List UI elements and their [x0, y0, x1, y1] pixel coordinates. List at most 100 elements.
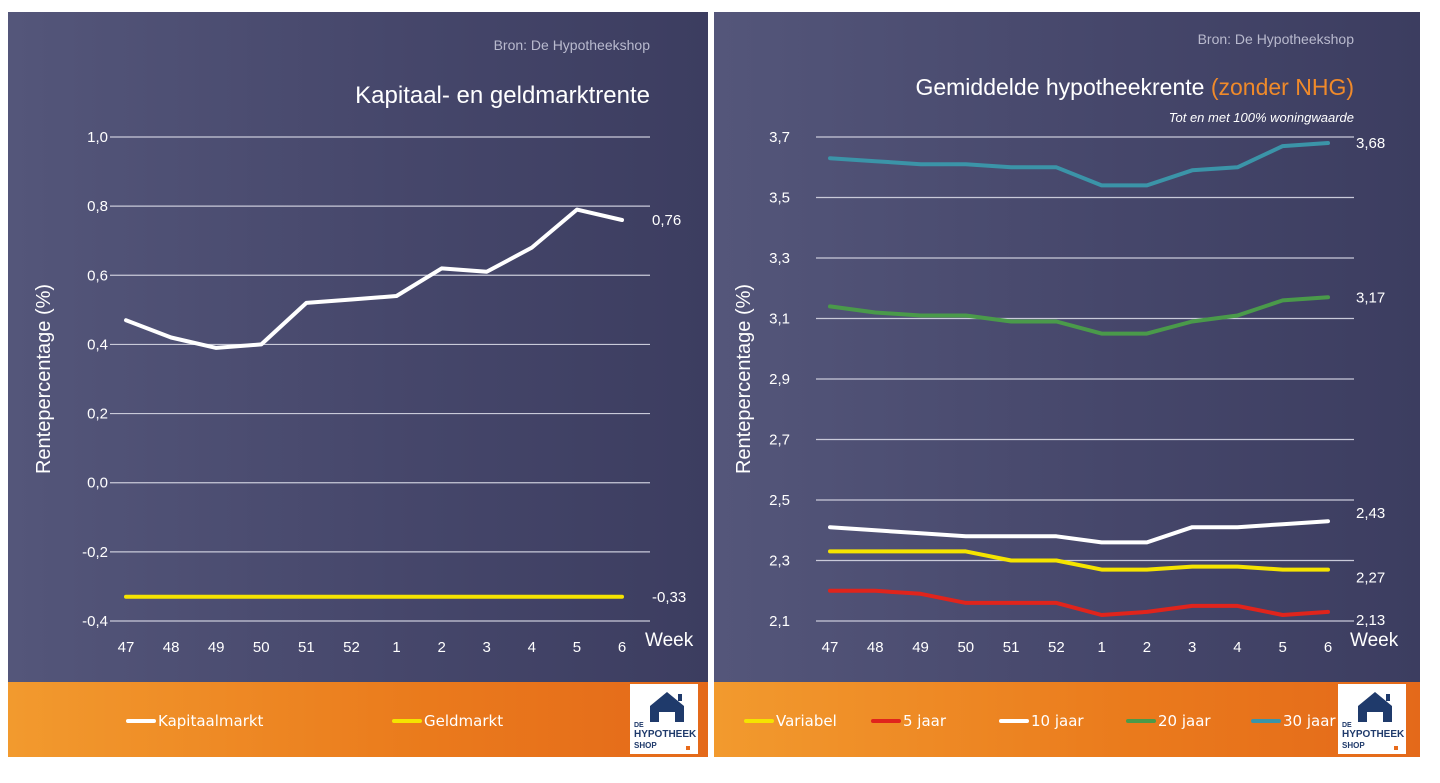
- y-tick-label: 3,7: [769, 129, 790, 146]
- y-tick-label: 3,1: [769, 311, 790, 328]
- y-tick-label: 0,0: [87, 475, 108, 492]
- x-tick-label: 47: [822, 639, 839, 656]
- legend-label: 5 jaar: [903, 712, 947, 730]
- x-axis-label: Week: [645, 630, 694, 651]
- legend-band: [714, 682, 1420, 757]
- x-axis-label: Week: [1350, 630, 1399, 651]
- logo-text-shop: SHOP: [1342, 741, 1365, 750]
- series-line-30-jaar: [828, 141, 1330, 188]
- x-tick-label: 48: [867, 639, 884, 656]
- source-label: Bron: De Hypotheekshop: [1198, 31, 1355, 47]
- y-tick-label: -0,4: [82, 613, 108, 630]
- logo-text-shop: SHOP: [634, 741, 657, 750]
- y-axis-label: Rentepercentage (%): [33, 284, 55, 474]
- y-tick-label: 2,9: [769, 371, 790, 388]
- legend-swatch: [871, 719, 901, 723]
- legend-swatch: [126, 719, 156, 723]
- legend-item-20-jaar: 20 jaar: [1126, 712, 1251, 730]
- chart-title: Kapitaal- en geldmarktrente: [355, 82, 650, 109]
- chart-subtitle: Tot en met 100% woningwaarde: [1169, 110, 1354, 125]
- x-tick-label: 51: [298, 639, 315, 656]
- mortgage-rate-chart: Bron: De Hypotheekshop Gemiddelde hypoth…: [733, 31, 1399, 656]
- x-tick-label: 3: [483, 639, 491, 656]
- source-label: Bron: De Hypotheekshop: [494, 37, 651, 53]
- legend-swatch: [744, 719, 774, 723]
- x-tick-label: 47: [118, 639, 135, 656]
- hypotheekshop-logo: DE HYPOTHEEK SHOP: [630, 684, 698, 754]
- x-tick-label: 50: [957, 639, 974, 656]
- logo-text-hypotheek: HYPOTHEEK: [634, 729, 697, 740]
- y-tick-label: 3,5: [769, 190, 790, 207]
- x-tick-label: 50: [253, 639, 270, 656]
- y-tick-label: 0,8: [87, 198, 108, 215]
- end-value-label: 3,68: [1356, 135, 1385, 152]
- y-tick-label: 2,3: [769, 553, 790, 570]
- legend-item-geldmarkt: Geldmarkt: [392, 712, 503, 730]
- end-value-label: 0,76: [652, 212, 681, 229]
- end-value-label: 3,17: [1356, 289, 1385, 306]
- chart-title: Gemiddelde hypotheekrente (zonder NHG): [915, 74, 1354, 100]
- x-tick-label: 2: [437, 639, 445, 656]
- y-tick-label: 0,6: [87, 267, 108, 284]
- y-tick-label: 0,2: [87, 406, 108, 423]
- chart-panel-right: Bron: De Hypotheekshop Gemiddelde hypoth…: [714, 12, 1420, 757]
- series-line-kapitaalmarkt: [124, 207, 624, 350]
- x-tick-label: 6: [618, 639, 626, 656]
- x-tick-label: 5: [1279, 639, 1287, 656]
- y-tick-label: 3,3: [769, 250, 790, 267]
- logo-text-hypotheek: HYPOTHEEK: [1342, 729, 1405, 740]
- x-tick-label: 1: [392, 639, 400, 656]
- legend-label: Kapitaalmarkt: [158, 712, 264, 730]
- capital-money-market-chart: Bron: De Hypotheekshop Kapitaal- en geld…: [33, 37, 694, 656]
- legend-item-kapitaalmarkt: Kapitaalmarkt: [126, 712, 392, 730]
- legend-swatch: [392, 719, 422, 723]
- legend-swatch: [1126, 719, 1156, 723]
- x-tick-label: 2: [1143, 639, 1151, 656]
- logo-text-de: DE: [634, 722, 644, 729]
- end-value-label: -0,33: [652, 589, 686, 606]
- series-line-10-jaar: [828, 519, 1330, 545]
- x-tick-label: 49: [912, 639, 929, 656]
- legend-label: 30 jaar: [1283, 712, 1336, 730]
- legend-label: Variabel: [776, 712, 837, 730]
- legend: Variabel 5 jaar 10 jaar 20 jaar 30 jaar: [744, 709, 1336, 733]
- x-tick-label: 1: [1097, 639, 1105, 656]
- legend-label: Geldmarkt: [424, 712, 504, 730]
- x-tick-label: 4: [528, 639, 536, 656]
- legend: Kapitaalmarkt Geldmarkt: [126, 709, 503, 733]
- y-axis-label: Rentepercentage (%): [733, 284, 755, 474]
- x-tick-label: 6: [1324, 639, 1332, 656]
- legend-band: [8, 682, 708, 757]
- legend-swatch: [1251, 719, 1281, 723]
- series-line-variabel: [828, 549, 1330, 572]
- x-tick-label: 52: [1048, 639, 1065, 656]
- x-tick-label: 51: [1003, 639, 1020, 656]
- x-tick-label: 5: [573, 639, 581, 656]
- series-line-20-jaar: [828, 295, 1330, 336]
- plot-background: [8, 12, 708, 682]
- y-tick-label: 1,0: [87, 129, 108, 146]
- end-value-label: 2,27: [1356, 570, 1385, 587]
- y-tick-label: 2,7: [769, 432, 790, 449]
- y-tick-label: 2,1: [769, 613, 790, 630]
- legend-item-30-jaar: 30 jaar: [1251, 712, 1336, 730]
- x-tick-label: 3: [1188, 639, 1196, 656]
- legend-item-variabel: Variabel: [744, 712, 871, 730]
- x-tick-label: 49: [208, 639, 225, 656]
- chart-panel-left: Bron: De Hypotheekshop Kapitaal- en geld…: [8, 12, 708, 757]
- series-line-5-jaar: [828, 588, 1330, 617]
- house-icon: [1358, 692, 1398, 750]
- x-tick-label: 4: [1233, 639, 1241, 656]
- x-tick-label: 52: [343, 639, 360, 656]
- legend-item-10-jaar: 10 jaar: [999, 712, 1126, 730]
- hypotheekshop-logo: DE HYPOTHEEK SHOP: [1338, 684, 1406, 754]
- y-tick-label: 0,4: [87, 336, 108, 353]
- end-value-label: 2,43: [1356, 505, 1385, 522]
- legend-label: 10 jaar: [1031, 712, 1084, 730]
- logo-text-de: DE: [1342, 722, 1352, 729]
- legend-item-5-jaar: 5 jaar: [871, 712, 999, 730]
- legend-label: 20 jaar: [1158, 712, 1211, 730]
- x-tick-label: 48: [163, 639, 180, 656]
- legend-swatch: [999, 719, 1029, 723]
- y-tick-label: -0,2: [82, 544, 108, 561]
